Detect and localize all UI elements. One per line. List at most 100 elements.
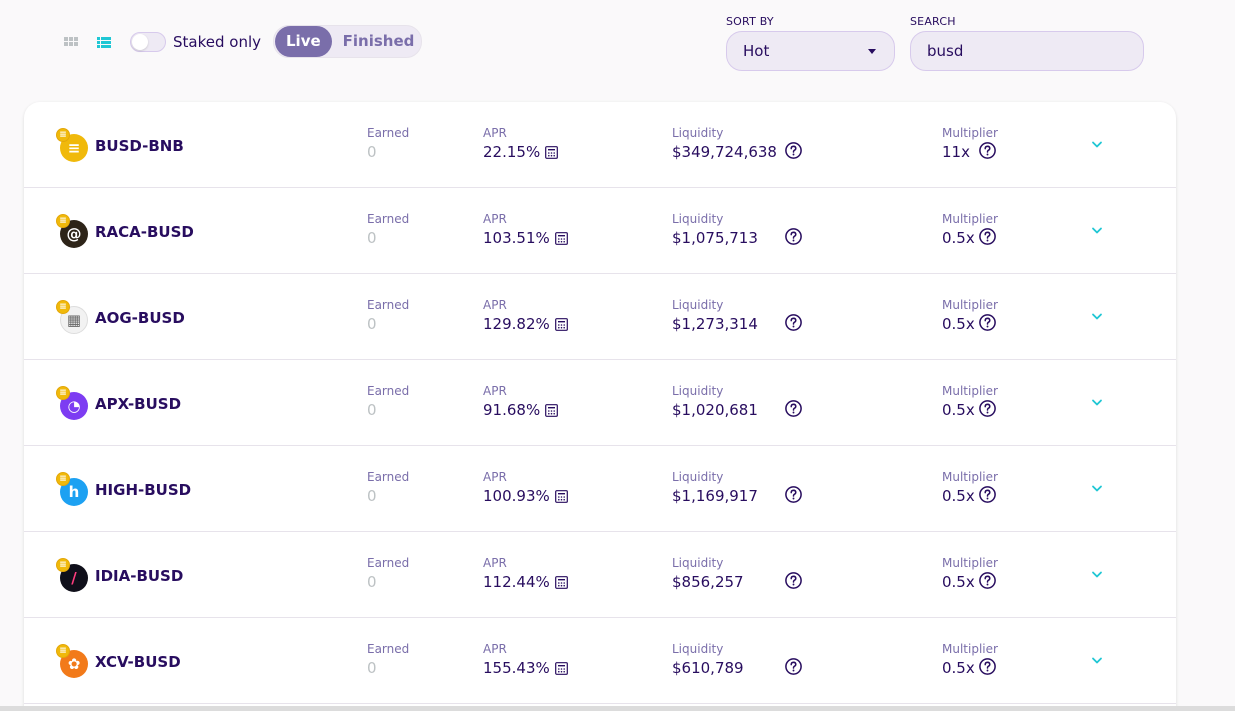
list-view-icon[interactable]	[97, 35, 112, 50]
staked-only-toggle[interactable]	[130, 32, 166, 52]
apr-value: 112.44%	[483, 573, 568, 591]
view-toggle	[64, 35, 112, 50]
help-icon[interactable]	[784, 313, 803, 332]
earned-label: Earned	[367, 212, 410, 226]
multiplier-value: 0.5x	[942, 401, 975, 419]
liquidity-value: $610,789	[672, 659, 744, 677]
chevron-down-icon[interactable]	[1091, 226, 1103, 235]
help-icon[interactable]	[784, 485, 803, 504]
apr-text: 22.15%	[483, 143, 541, 161]
help-icon[interactable]	[784, 399, 803, 418]
help-icon[interactable]	[978, 571, 997, 590]
help-icon[interactable]	[784, 657, 803, 676]
earned-label: Earned	[367, 298, 410, 312]
apr-value: 91.68%	[483, 401, 558, 419]
liquidity-label: Liquidity	[672, 642, 724, 656]
farm-row[interactable]: ✿ ≡ XCV-BUSD Earned 0 APR 155.43% Liquid…	[24, 618, 1176, 704]
help-icon[interactable]	[978, 141, 997, 160]
apr-value: 22.15%	[483, 143, 558, 161]
chevron-down-icon[interactable]	[1091, 484, 1103, 493]
liquidity-value: $1,020,681	[672, 401, 758, 419]
chevron-down-icon[interactable]	[1091, 570, 1103, 579]
multiplier-label: Multiplier	[942, 470, 998, 484]
help-icon[interactable]	[978, 313, 997, 332]
farm-row[interactable]: ≡ ≡ BUSD-BNB Earned 0 APR 22.15% Liquidi…	[24, 102, 1176, 188]
help-icon[interactable]	[784, 571, 803, 590]
calculator-icon[interactable]	[554, 490, 568, 503]
chevron-down-icon[interactable]	[1091, 398, 1103, 407]
earned-label: Earned	[367, 556, 410, 570]
help-icon[interactable]	[784, 227, 803, 246]
help-icon[interactable]	[978, 227, 997, 246]
bottom-scrollbar[interactable]	[0, 706, 1235, 711]
chevron-down-icon[interactable]	[1091, 312, 1103, 321]
calculator-icon[interactable]	[554, 576, 568, 589]
liquidity-label: Liquidity	[672, 212, 724, 226]
help-icon[interactable]	[978, 399, 997, 418]
liquidity-value: $1,273,314	[672, 315, 758, 333]
tab-live[interactable]: Live	[275, 26, 332, 57]
multiplier-value: 0.5x	[942, 573, 975, 591]
pair-name: BUSD-BNB	[95, 137, 184, 155]
apr-text: 103.51%	[483, 229, 550, 247]
apr-label: APR	[483, 556, 507, 570]
busd-badge-icon: ≡	[56, 386, 70, 400]
sort-value: Hot	[743, 42, 770, 60]
apr-value: 155.43%	[483, 659, 568, 677]
busd-badge-icon: ≡	[56, 558, 70, 572]
sort-select[interactable]: Hot	[726, 31, 895, 71]
pair-name: IDIA-BUSD	[95, 567, 184, 585]
farm-row[interactable]: ◔ ≡ APX-BUSD Earned 0 APR 91.68% Liquidi…	[24, 360, 1176, 446]
apr-text: 112.44%	[483, 573, 550, 591]
token-pair-icon: ▦ ≡	[56, 300, 88, 334]
earned-value: 0	[367, 401, 377, 419]
calculator-icon[interactable]	[554, 662, 568, 675]
pair-name: HIGH-BUSD	[95, 481, 192, 499]
earned-label: Earned	[367, 642, 410, 656]
live-finished-tabs: Live Finished	[273, 25, 422, 58]
help-icon[interactable]	[784, 141, 803, 160]
help-icon[interactable]	[978, 485, 997, 504]
apr-text: 100.93%	[483, 487, 550, 505]
multiplier-label: Multiplier	[942, 298, 998, 312]
tab-finished[interactable]: Finished	[342, 32, 415, 50]
apr-label: APR	[483, 642, 507, 656]
grid-view-icon[interactable]	[64, 35, 79, 50]
busd-badge-icon: ≡	[56, 644, 70, 658]
pair-name: RACA-BUSD	[95, 223, 194, 241]
apr-label: APR	[483, 384, 507, 398]
calculator-icon[interactable]	[554, 318, 568, 331]
busd-token-icon: ≡	[60, 134, 88, 162]
farm-row[interactable]: @ ≡ RACA-BUSD Earned 0 APR 103.51% Liqui…	[24, 188, 1176, 274]
high-token-icon: h	[60, 478, 88, 506]
staked-only-label: Staked only	[173, 33, 261, 51]
liquidity-label: Liquidity	[672, 470, 724, 484]
farm-row[interactable]: h ≡ HIGH-BUSD Earned 0 APR 100.93% Liqui…	[24, 446, 1176, 532]
calculator-icon[interactable]	[545, 404, 558, 417]
earned-label: Earned	[367, 384, 410, 398]
multiplier-label: Multiplier	[942, 384, 998, 398]
liquidity-value: $349,724,638	[672, 143, 777, 161]
busd-badge-icon: ≡	[56, 472, 70, 486]
calculator-icon[interactable]	[545, 146, 558, 159]
chevron-down-icon[interactable]	[1091, 656, 1103, 665]
apr-label: APR	[483, 298, 507, 312]
farm-row[interactable]: / ≡ IDIA-BUSD Earned 0 APR 112.44% Liqui…	[24, 532, 1176, 618]
farms-table: ≡ ≡ BUSD-BNB Earned 0 APR 22.15% Liquidi…	[24, 102, 1176, 711]
calculator-icon[interactable]	[554, 232, 568, 245]
apr-text: 129.82%	[483, 315, 550, 333]
earned-value: 0	[367, 659, 377, 677]
caret-down-icon	[868, 48, 876, 54]
sort-by-label: SORT BY	[726, 15, 774, 28]
busd-badge-icon: ≡	[56, 300, 70, 314]
farm-row[interactable]: ▦ ≡ AOG-BUSD Earned 0 APR 129.82% Liquid…	[24, 274, 1176, 360]
liquidity-label: Liquidity	[672, 298, 724, 312]
help-icon[interactable]	[978, 657, 997, 676]
earned-label: Earned	[367, 126, 410, 140]
liquidity-value: $1,075,713	[672, 229, 758, 247]
multiplier-value: 0.5x	[942, 487, 975, 505]
liquidity-label: Liquidity	[672, 556, 724, 570]
search-input[interactable]	[910, 31, 1144, 71]
multiplier-value: 0.5x	[942, 659, 975, 677]
chevron-down-icon[interactable]	[1091, 140, 1103, 149]
